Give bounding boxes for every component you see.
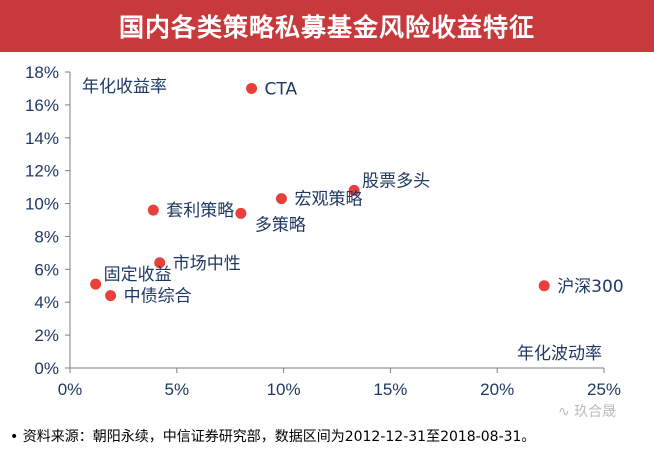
tick-labels: 0% 2% 4% 6% 8% 10% 12% 14% 16% 18% 0% 5% 10% 15% 20% 25… [25, 63, 621, 399]
x-tick-label: 25% [587, 380, 621, 399]
source-note: • 资料来源：朝阳永续，中信证券研究部，数据区间为2012-12-31至2018… [10, 429, 536, 445]
y-tick-label: 6% [34, 260, 59, 279]
x-tick-label: 10% [267, 380, 301, 399]
y-tick-label: 10% [25, 195, 59, 214]
data-point [246, 82, 258, 94]
y-tick-label: 2% [34, 326, 59, 345]
data-point [90, 278, 102, 290]
data-points [90, 82, 550, 302]
chart-title: 国内各类策略私募基金风险收益特征 [118, 13, 535, 42]
data-point [154, 257, 166, 269]
y-tick-label: 8% [34, 227, 59, 246]
data-point [275, 193, 287, 205]
y-tick-label: 4% [34, 293, 59, 312]
x-axis-label: 年化波动率 [517, 344, 602, 364]
scatter-chart: 0% 2% 4% 6% 8% 10% 12% 14% 16% 18% 0% 5% 10% 15% 20% 25… [25, 63, 624, 399]
point-label: 中债综合 [124, 287, 192, 307]
y-tick-label: 14% [25, 129, 59, 148]
x-tick-label: 5% [165, 380, 190, 399]
watermark: ∿ 玖合晟 [558, 404, 617, 420]
data-point [147, 204, 159, 216]
data-point [348, 184, 360, 196]
data-point [538, 280, 550, 292]
x-tick-label: 0% [58, 380, 83, 399]
chart-axes [65, 71, 605, 373]
x-tick-label: 15% [373, 380, 407, 399]
y-tick-label: 0% [34, 359, 59, 378]
title-bar: 国内各类策略私募基金风险收益特征 [0, 0, 654, 52]
point-label: CTA [265, 79, 298, 99]
y-axis-label: 年化收益率 [82, 77, 167, 97]
point-label: 固定收益 [104, 265, 172, 285]
y-tick-label: 18% [25, 63, 59, 82]
y-tick-label: 16% [25, 96, 59, 115]
y-tick-label: 12% [25, 162, 59, 181]
point-label: 套利策略 [166, 201, 234, 221]
x-tick-label: 20% [480, 380, 514, 399]
point-label: 股票多头 [362, 171, 430, 191]
point-label: 市场中性 [173, 254, 241, 274]
data-point [105, 290, 117, 302]
point-label: 多策略 [255, 215, 306, 235]
point-label: 沪深300 [557, 277, 623, 297]
point-label: 宏观策略 [294, 190, 362, 210]
data-point [235, 207, 247, 219]
